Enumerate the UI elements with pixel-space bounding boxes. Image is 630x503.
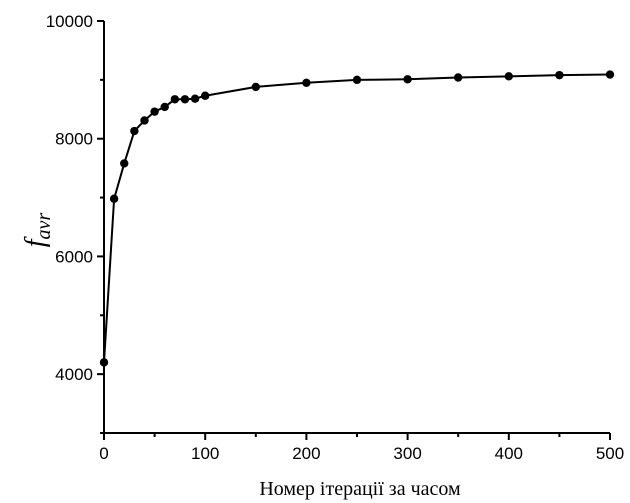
axes: 4000 6000 8000 10000 0 100 200 300 400 500 <box>46 12 624 463</box>
x-tick-label: 200 <box>292 444 320 463</box>
data-point <box>190 94 200 103</box>
y-axis-title-main: f <box>20 236 51 247</box>
y-axis-title-sub: avr <box>33 213 55 240</box>
x-axis-title: Номер ітерації за часом <box>259 478 461 500</box>
x-tick-label: 300 <box>393 444 421 463</box>
data-point <box>130 126 139 136</box>
y-axis-title: favr <box>20 213 55 248</box>
x-tick-label: 100 <box>191 444 219 463</box>
x-tick-label: 400 <box>495 444 523 463</box>
y-tick-label: 10000 <box>46 12 93 31</box>
data-point <box>504 72 513 81</box>
data-point <box>454 73 463 82</box>
data-point <box>403 75 412 84</box>
series-line <box>103 73 611 363</box>
y-tick-label: 8000 <box>55 130 93 149</box>
x-tick-label: 0 <box>99 444 108 463</box>
data-point <box>352 75 362 85</box>
data-point <box>605 70 615 79</box>
x-tick-label: 500 <box>596 444 624 463</box>
data-point <box>120 159 129 168</box>
data-point <box>140 116 149 125</box>
data-point <box>99 358 109 367</box>
data-point <box>170 95 180 104</box>
data-point <box>555 70 564 80</box>
data-point <box>251 82 260 92</box>
data-point <box>109 194 119 203</box>
data-point <box>150 107 159 116</box>
y-tick-label: 4000 <box>55 365 93 384</box>
y-tick-label: 6000 <box>55 247 93 266</box>
data-point <box>302 78 311 88</box>
data-point <box>160 102 169 112</box>
data-point <box>201 91 210 100</box>
data-point <box>180 95 190 104</box>
series-layer <box>99 70 615 367</box>
